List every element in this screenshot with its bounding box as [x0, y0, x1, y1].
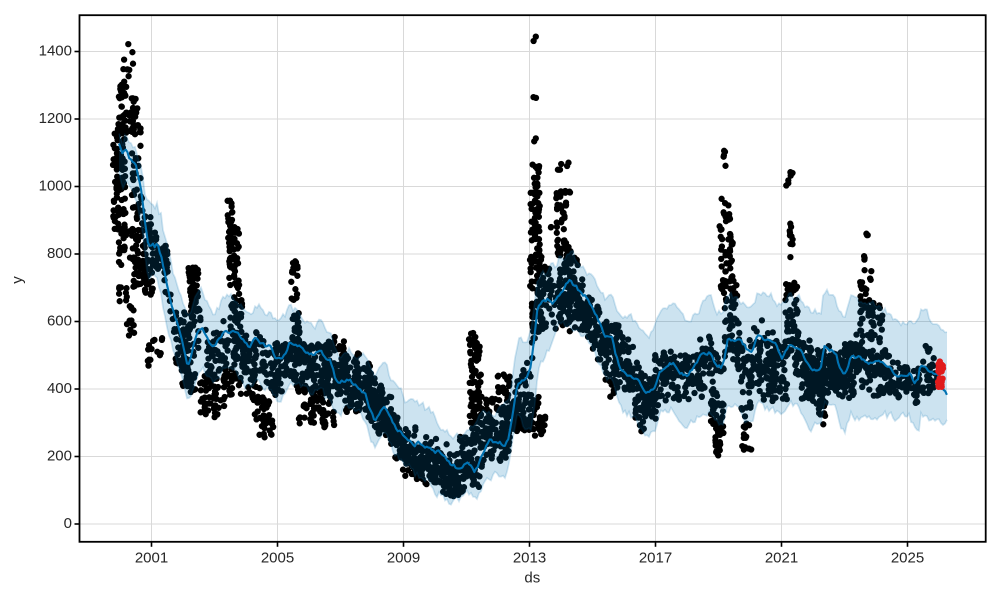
- svg-text:ds: ds: [524, 570, 540, 587]
- svg-text:2009: 2009: [387, 550, 420, 567]
- svg-text:2021: 2021: [765, 550, 798, 567]
- svg-text:y: y: [9, 276, 26, 284]
- svg-text:200: 200: [47, 448, 72, 465]
- svg-text:1200: 1200: [39, 110, 72, 127]
- svg-text:2001: 2001: [135, 550, 168, 567]
- svg-text:2013: 2013: [513, 550, 546, 567]
- svg-text:1400: 1400: [39, 43, 72, 60]
- svg-text:2017: 2017: [639, 550, 672, 567]
- svg-text:800: 800: [47, 245, 72, 262]
- svg-text:0: 0: [64, 515, 72, 532]
- svg-text:2005: 2005: [261, 550, 294, 567]
- svg-text:400: 400: [47, 380, 72, 397]
- svg-text:1000: 1000: [39, 178, 72, 195]
- svg-text:2025: 2025: [891, 550, 924, 567]
- svg-text:600: 600: [47, 313, 72, 330]
